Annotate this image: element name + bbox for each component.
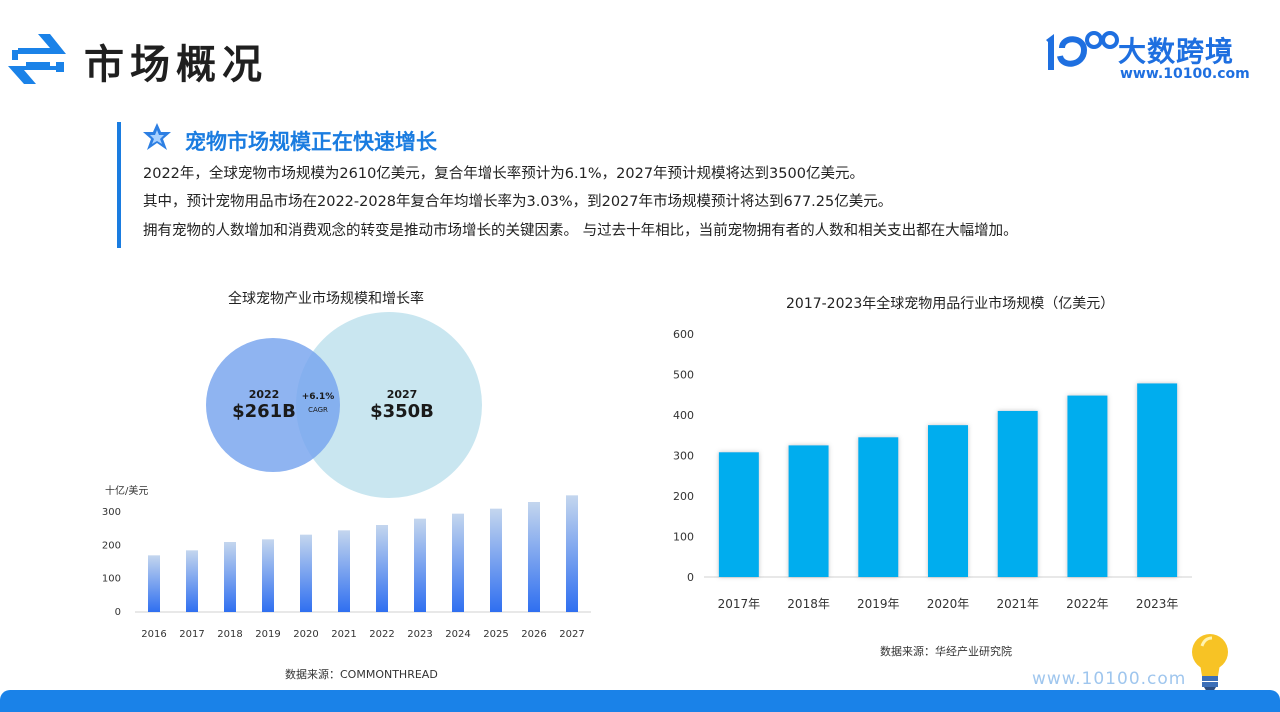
left-bar [300,534,312,612]
right-source: 数据来源：华经产业研究院 [880,645,1012,658]
right-x-tick: 2021年 [996,597,1039,611]
right-bar [718,452,759,577]
right-x-tick: 2018年 [787,597,830,611]
right-y-tick: 500 [673,369,694,382]
left-x-tick: 2019 [255,629,280,640]
right-y-tick: 100 [673,531,694,544]
right-x-tick: 2019年 [857,597,900,611]
venn-right-year: 2027 [386,388,418,401]
left-x-tick: 2016 [141,629,166,640]
left-x-tick: 2025 [483,629,508,640]
left-bar-chart: 十亿/美元 0 100 200 300 2016 2017 2018 2019 2020 2021… [102,484,591,640]
right-bar [997,410,1038,577]
circle-2022 [206,338,340,472]
lightbulb-icon [1188,630,1232,694]
right-bar [858,437,899,577]
left-x-tick: 2020 [293,629,318,640]
left-bar [262,539,274,612]
right-chart-title: 2017-2023年全球宠物用品行业市场规模（亿美元） [786,296,1115,312]
intro-line-2: 其中，预计宠物用品市场在2022-2028年复合年均增长率为3.03%，到202… [143,194,893,210]
left-bar [338,530,350,612]
right-bar [1137,383,1178,577]
venn-cagr: CAGR [308,406,328,414]
left-bar [528,502,540,612]
right-y-tick: 600 [673,328,694,341]
brand-url[interactable]: www.10100.com [1120,66,1250,82]
intro-section: 宠物市场规模正在快速增长 2022年，全球宠物市场规模为2610亿美元，复合年增… [117,122,1181,248]
right-x-tick: 2022年 [1066,597,1109,611]
venn-growth: +6.1% [301,392,335,402]
left-source: 数据来源：COMMONTHREAD [285,668,438,681]
left-y-tick: 200 [102,540,121,551]
right-y-tick: 300 [673,450,694,463]
right-bar [1067,395,1108,577]
intro-line-3: 拥有宠物的人数增加和消费观念的转变是推动市场增长的关键因素。 与过去十年相比，当… [143,223,1018,239]
right-bar-chart: 0 100 200 300 400 500 600 2017年 2018年 2019年 2020年 2… [673,328,1192,611]
arrow-swap-icon [6,26,68,94]
footer-url[interactable]: www.10100.com [1032,669,1187,689]
left-bar [490,508,502,612]
right-bar [928,425,968,577]
right-y-tick: 400 [673,409,694,422]
venn-left-value: $261B [232,401,296,422]
right-y-tick: 0 [687,571,694,584]
right-x-tick: 2023年 [1136,597,1179,611]
right-x-tick: 2020年 [927,597,970,611]
venn-left-year: 2022 [248,388,280,401]
right-y-tick: 200 [673,490,694,503]
brand-name: 大数跨境 [1118,35,1235,68]
venn-right-value: $350B [370,401,434,422]
right-x-tick: 2017年 [718,597,761,611]
left-bar [414,518,426,612]
left-x-tick: 2027 [559,629,584,640]
star-icon [141,122,173,154]
left-y-tick: 100 [102,574,121,585]
venn-diagram: 2022 $261B +6.1% CAGR 2027 $350B [200,312,490,502]
10100-logo [1040,26,1120,78]
intro-line-1: 2022年，全球宠物市场规模为2610亿美元，复合年增长率预计为6.1%，202… [143,166,864,182]
intro-heading: 宠物市场规模正在快速增长 [185,130,437,154]
left-x-tick: 2026 [521,629,546,640]
left-bar [566,495,578,612]
left-bar [452,513,464,612]
left-bar [376,525,388,612]
left-x-tick: 2017 [179,629,204,640]
left-bar [224,542,236,612]
right-bar [788,445,829,577]
left-x-tick: 2021 [331,629,356,640]
left-x-tick: 2022 [369,629,394,640]
left-x-tick: 2024 [445,629,470,640]
left-chart-title: 全球宠物产业市场规模和增长率 [228,291,424,307]
left-y-tick: 300 [102,507,121,518]
page-title: 市场概况 [84,42,268,88]
brand[interactable]: 大数跨境 www.10100.com [1040,26,1250,86]
left-bar [148,555,160,612]
left-y-tick: 0 [115,607,121,618]
left-x-tick: 2018 [217,629,242,640]
left-x-tick: 2023 [407,629,432,640]
footer-bar [0,690,1280,712]
left-chart-ylabel: 十亿/美元 [105,484,148,497]
left-bar [186,550,198,612]
